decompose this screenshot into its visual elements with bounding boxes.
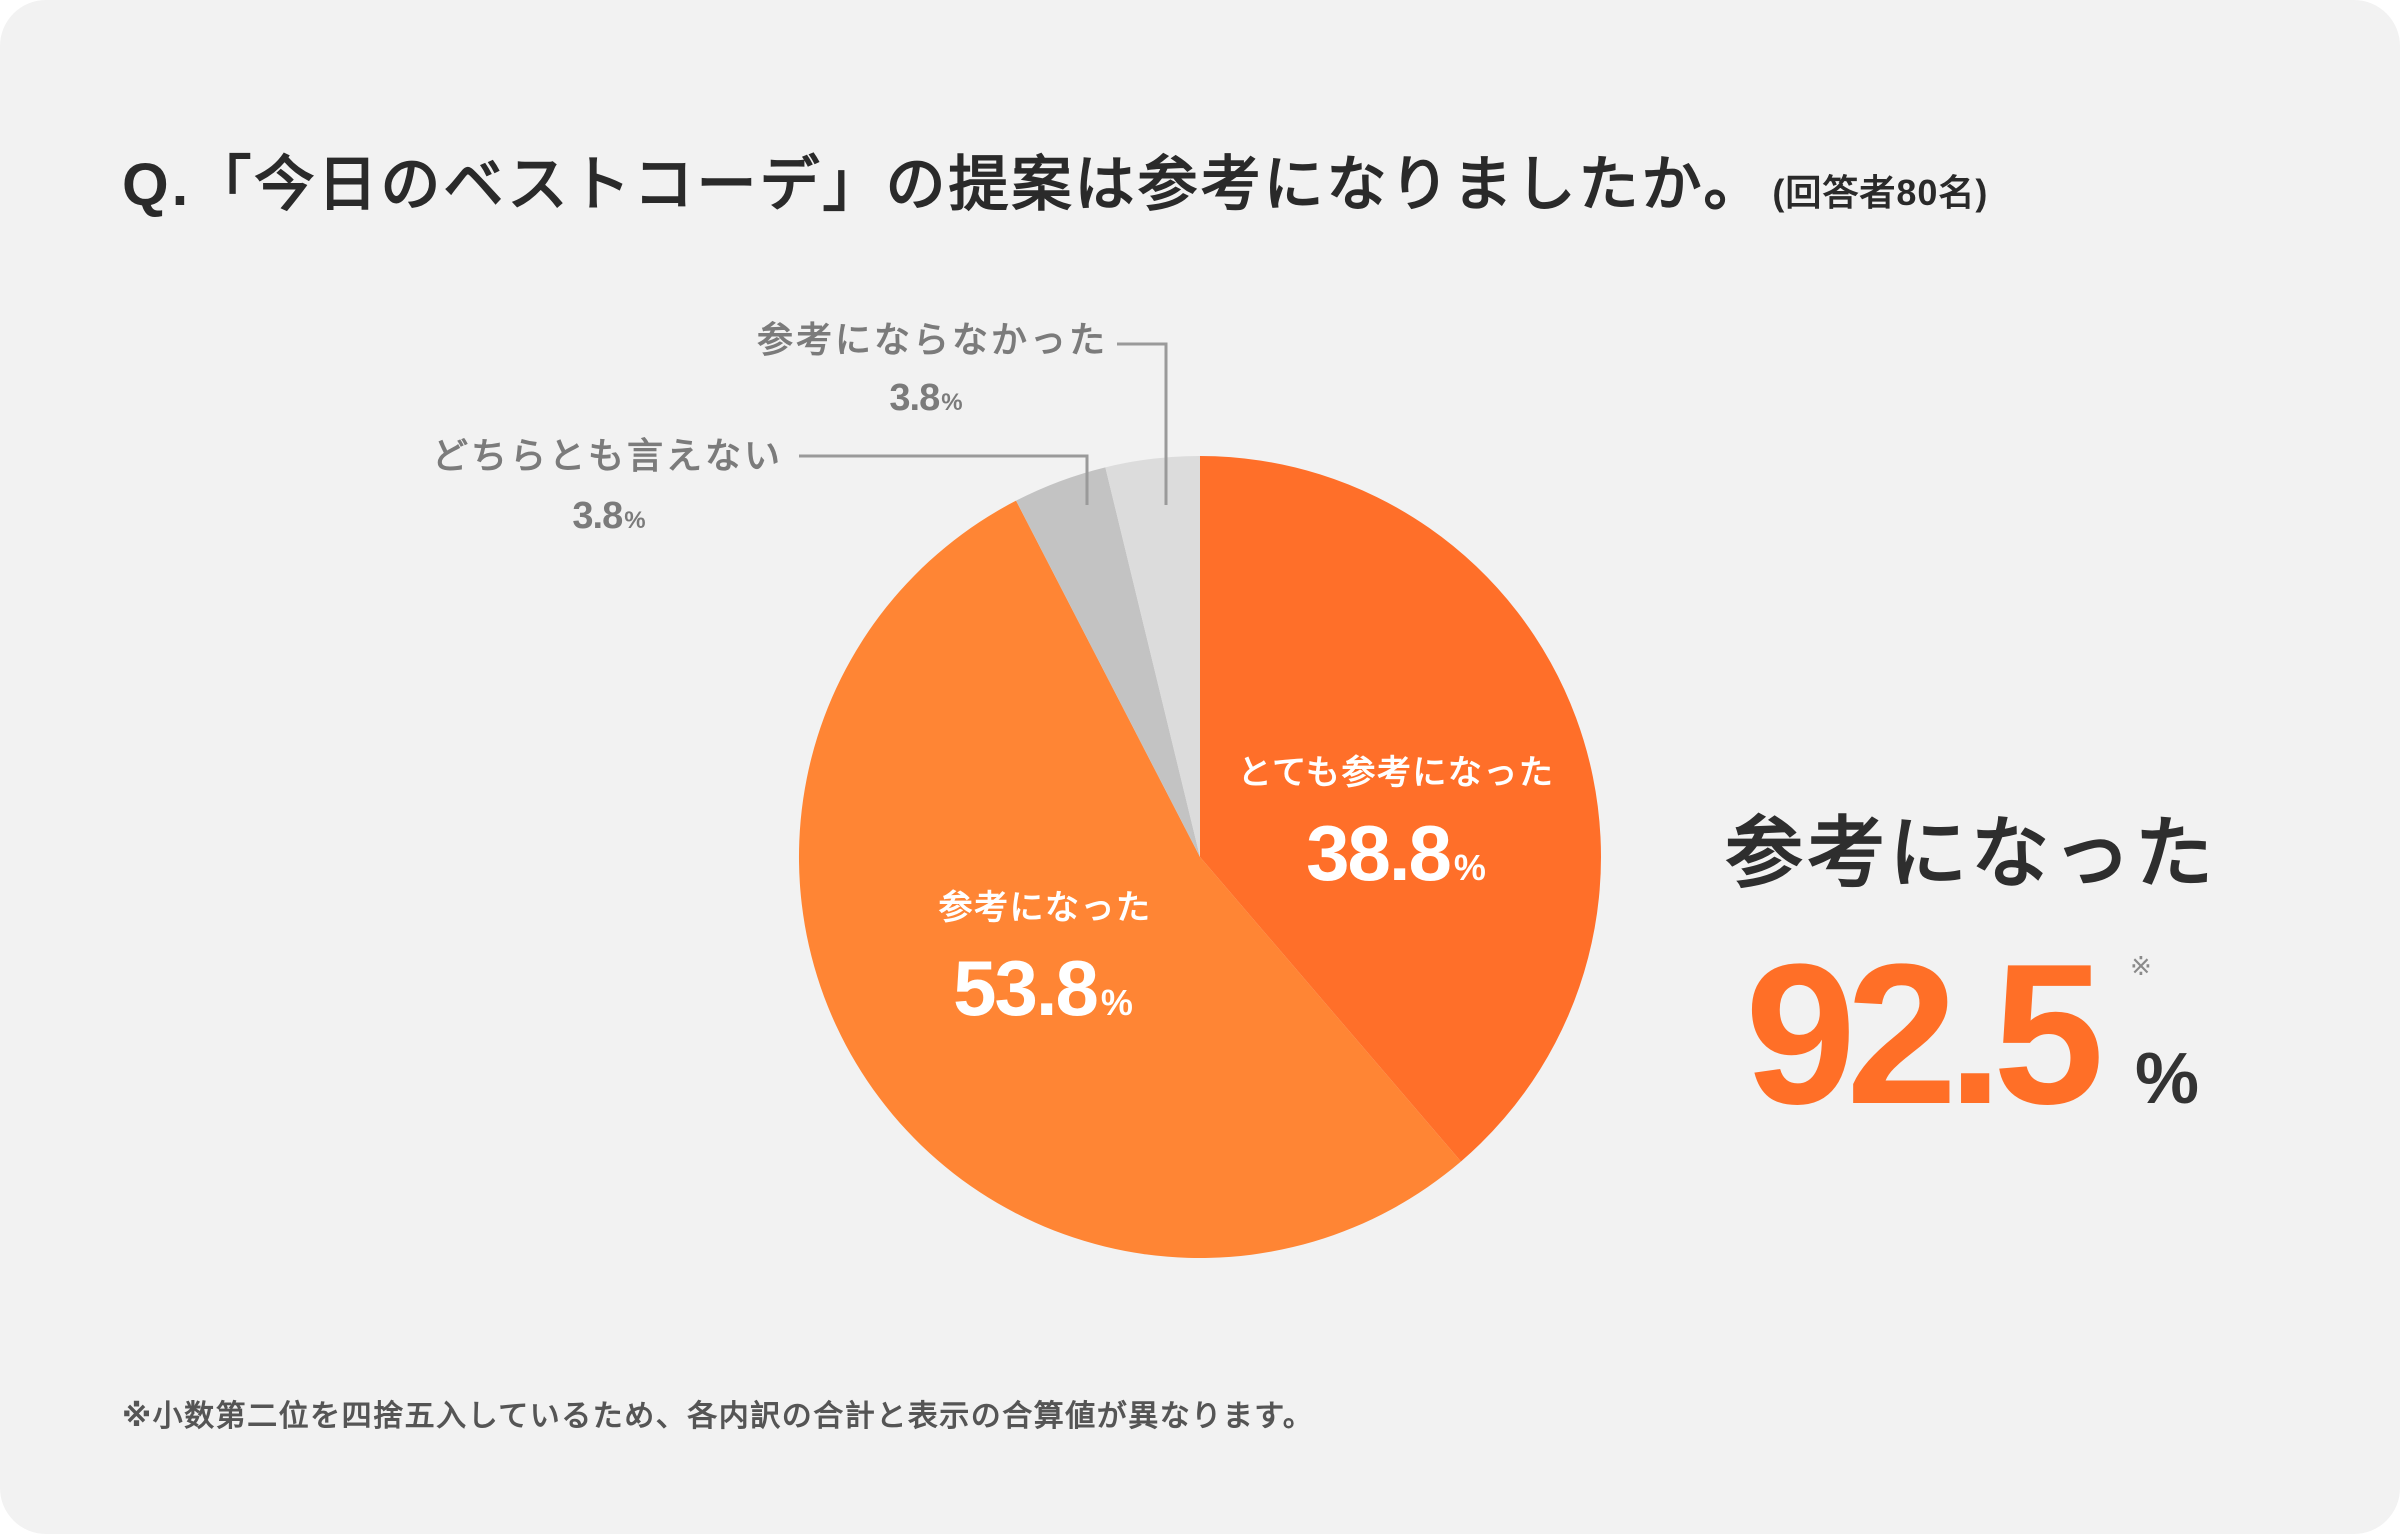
value-unit: % [1100,982,1133,1023]
summary-value: 92.5 [1745,923,2104,1146]
data-label-neutral-value: 3.8% [572,497,645,535]
data-label-very-helpful-category: とても参考になった [1237,754,1555,792]
pie-slice-helpful [798,500,1461,1259]
pie-slice-neutral [1016,467,1200,857]
pie-slice-very-helpful [1200,456,1601,1162]
value-number: 3.8 [889,377,940,419]
value-unit: % [624,507,646,534]
value-unit: % [1453,847,1486,888]
data-label-helpful-category: 参考になった [938,889,1152,927]
summary-label: 参考になった [1725,809,2218,897]
data-label-not-helpful-category: 参考にならなかった [756,319,1108,360]
value-number: 38.8 [1306,809,1452,897]
value-unit: % [941,389,963,416]
footnote: ※小数第二位を四捨五入しているため、各内訳の合計と表示の合算値が異なります。 [122,1400,1315,1433]
pie-slices [798,456,1601,1259]
data-label-not-helpful-value: 3.8% [889,379,962,417]
pie-slice-not-helpful [1105,456,1200,857]
question-text: Q.「今日のベストコーデ」の提案は参考になりましたか。 [122,151,1767,218]
respondent-count: (回答者80名) [1772,172,1989,213]
summary-note-mark: ※ [2130,951,2152,981]
leader-line-not-helpful [1117,342,1168,505]
leader-line-neutral [799,454,1089,505]
data-label-very-helpful-value: 38.8% [1306,814,1486,892]
value-number: 53.8 [953,944,1099,1032]
value-number: 3.8 [572,495,623,537]
page-title: Q.「今日のベストコーデ」の提案は参考になりましたか。 (回答者80名) [122,152,1988,218]
data-label-helpful-value: 53.8% [953,949,1133,1027]
data-label-neutral-category: どちらとも言えない [432,435,784,476]
summary-unit: % [2135,1039,2200,1119]
